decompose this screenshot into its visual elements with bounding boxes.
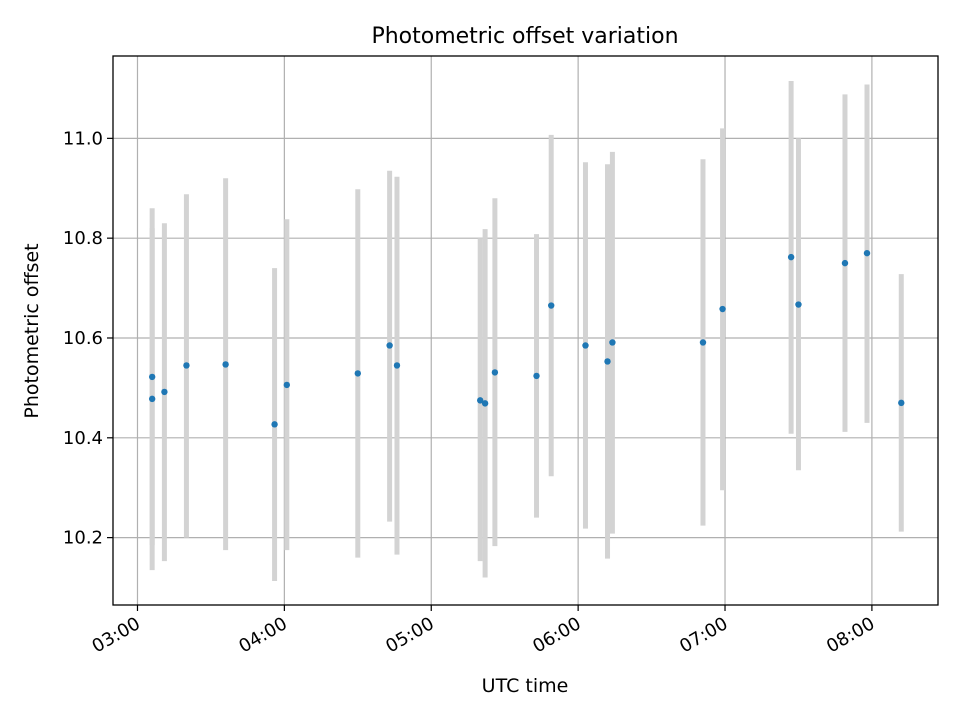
data-point xyxy=(795,301,802,308)
data-point xyxy=(841,259,849,267)
data-point xyxy=(148,395,156,403)
data-point xyxy=(863,249,871,257)
data-point xyxy=(719,305,726,313)
data-point xyxy=(161,388,168,396)
data-point xyxy=(393,362,401,369)
data-point xyxy=(533,372,540,380)
plot-frame xyxy=(112,55,939,606)
data-point xyxy=(477,397,484,404)
data-point xyxy=(787,253,795,261)
data-points xyxy=(148,249,905,428)
y-tick-label: 11.0 xyxy=(63,128,103,149)
data-point xyxy=(271,421,278,428)
data-point xyxy=(283,381,291,389)
y-axis: 10.2 10.4 10.6 10.8 11.0 xyxy=(63,128,113,549)
chart-title: Photometric offset variation xyxy=(371,24,678,49)
y-tick-label: 10.4 xyxy=(63,428,103,449)
data-point xyxy=(354,370,362,377)
data-point xyxy=(491,369,499,376)
data-point xyxy=(481,400,489,407)
y-tick-label: 10.8 xyxy=(63,228,103,249)
data-point xyxy=(604,358,611,365)
y-tick-label: 10.2 xyxy=(63,528,103,549)
data-point xyxy=(386,342,393,349)
data-point xyxy=(898,399,905,407)
data-point xyxy=(582,342,589,349)
y-tick-label: 10.6 xyxy=(63,328,103,349)
x-axis-label: UTC time xyxy=(482,675,569,697)
data-point xyxy=(148,373,156,381)
data-point xyxy=(548,302,555,309)
y-axis-label: Photometric offset xyxy=(21,243,43,418)
data-point xyxy=(609,339,616,346)
data-point xyxy=(699,339,707,346)
data-point xyxy=(183,362,190,369)
data-point xyxy=(222,361,229,368)
